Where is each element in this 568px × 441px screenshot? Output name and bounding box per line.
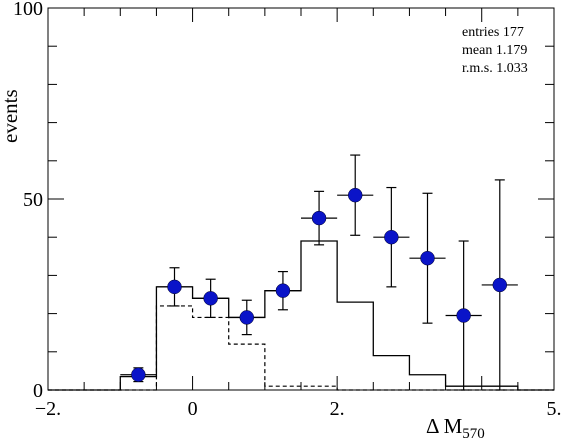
data-point bbox=[156, 267, 193, 307]
x-tick-label: 2. bbox=[330, 398, 345, 420]
y-tick-label: 0 bbox=[33, 380, 43, 402]
x-tick-label: 0 bbox=[188, 398, 198, 420]
data-marker bbox=[239, 310, 255, 325]
y-axis-title: events bbox=[0, 89, 22, 143]
data-point bbox=[192, 278, 229, 319]
x-axis-title-main: Δ M bbox=[426, 414, 463, 438]
data-marker bbox=[167, 279, 182, 295]
data-point bbox=[301, 190, 338, 246]
data-marker bbox=[492, 277, 508, 293]
histogram-dashed bbox=[48, 305, 554, 391]
data-points bbox=[120, 154, 518, 391]
y-tick-label: 100 bbox=[13, 0, 43, 20]
data-point bbox=[264, 270, 301, 311]
data-point bbox=[337, 154, 374, 236]
data-marker bbox=[347, 187, 363, 203]
data-marker bbox=[456, 308, 471, 323]
stats-entries: entries 177 bbox=[462, 25, 524, 40]
data-point bbox=[445, 240, 482, 391]
data-marker bbox=[384, 229, 399, 245]
data-marker bbox=[275, 283, 291, 298]
data-point bbox=[481, 179, 518, 391]
data-marker bbox=[420, 250, 435, 266]
data-point bbox=[373, 186, 410, 288]
data-marker bbox=[311, 210, 327, 226]
stats-mean: mean 1.179 bbox=[462, 43, 527, 58]
x-tick-label: 5. bbox=[547, 398, 562, 420]
x-axis-title: Δ M570 bbox=[426, 414, 485, 441]
plot-frame bbox=[47, 7, 555, 391]
x-axis-title-subscript: 570 bbox=[462, 426, 485, 441]
stats-rms: r.m.s. 1.033 bbox=[462, 61, 528, 76]
data-point bbox=[228, 299, 265, 336]
x-tick-label: −2. bbox=[35, 398, 61, 420]
y-tick-label: 50 bbox=[23, 189, 43, 211]
data-marker bbox=[203, 291, 218, 306]
data-point bbox=[409, 192, 446, 324]
data-point bbox=[120, 367, 157, 383]
data-marker bbox=[131, 367, 146, 382]
